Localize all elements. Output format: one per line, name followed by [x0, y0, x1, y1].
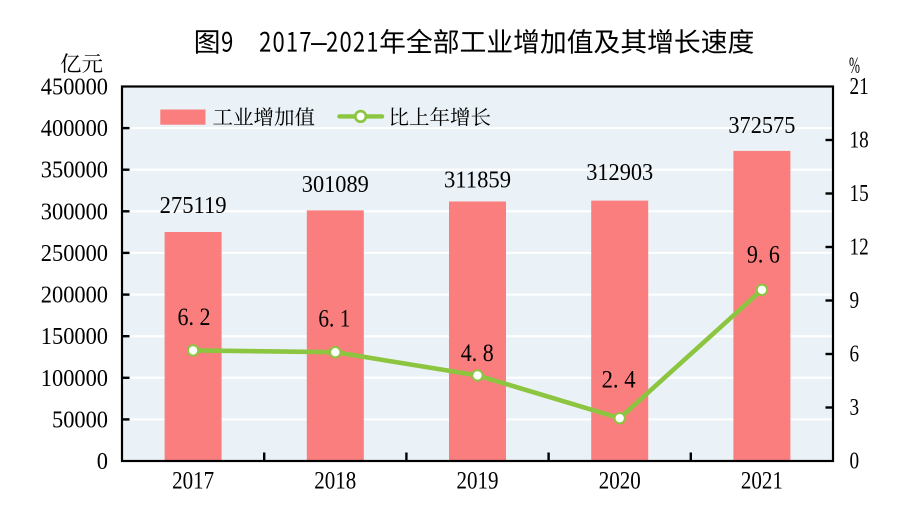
svg-text:2020: 2020 [599, 468, 641, 495]
svg-text:3: 3 [850, 395, 860, 421]
svg-text:%: % [849, 53, 860, 78]
svg-text:2. 4: 2. 4 [602, 366, 636, 393]
svg-text:50000: 50000 [52, 407, 108, 433]
svg-text:4. 8: 4. 8 [461, 340, 494, 367]
svg-text:15: 15 [850, 181, 869, 207]
svg-text:0: 0 [97, 449, 108, 475]
svg-text:12: 12 [850, 234, 869, 260]
svg-text:9: 9 [850, 288, 860, 314]
svg-text:250000: 250000 [41, 241, 108, 267]
svg-text:9. 6: 9. 6 [747, 242, 780, 269]
svg-text:400000: 400000 [41, 116, 108, 142]
svg-text:350000: 350000 [41, 158, 108, 184]
svg-text:6. 1: 6. 1 [318, 306, 350, 333]
svg-text:312903: 312903 [586, 160, 653, 186]
svg-text:300000: 300000 [41, 199, 108, 225]
svg-text:2017: 2017 [172, 468, 214, 495]
svg-text:6. 2: 6. 2 [178, 304, 211, 331]
svg-text:275119: 275119 [160, 193, 227, 219]
svg-text:150000: 150000 [41, 324, 108, 350]
svg-text:2019: 2019 [457, 468, 499, 495]
svg-text:6: 6 [850, 341, 860, 367]
svg-text:311859: 311859 [444, 168, 511, 194]
svg-text:200000: 200000 [41, 283, 108, 309]
svg-text:372575: 372575 [728, 113, 795, 139]
svg-text:2021: 2021 [741, 468, 783, 495]
svg-text:100000: 100000 [41, 366, 108, 392]
svg-text:0: 0 [850, 448, 860, 474]
svg-text:21: 21 [850, 74, 869, 100]
svg-text:450000: 450000 [41, 75, 108, 101]
svg-text:2018: 2018 [314, 468, 356, 495]
svg-text:18: 18 [850, 127, 869, 153]
svg-text:301089: 301089 [302, 172, 369, 198]
